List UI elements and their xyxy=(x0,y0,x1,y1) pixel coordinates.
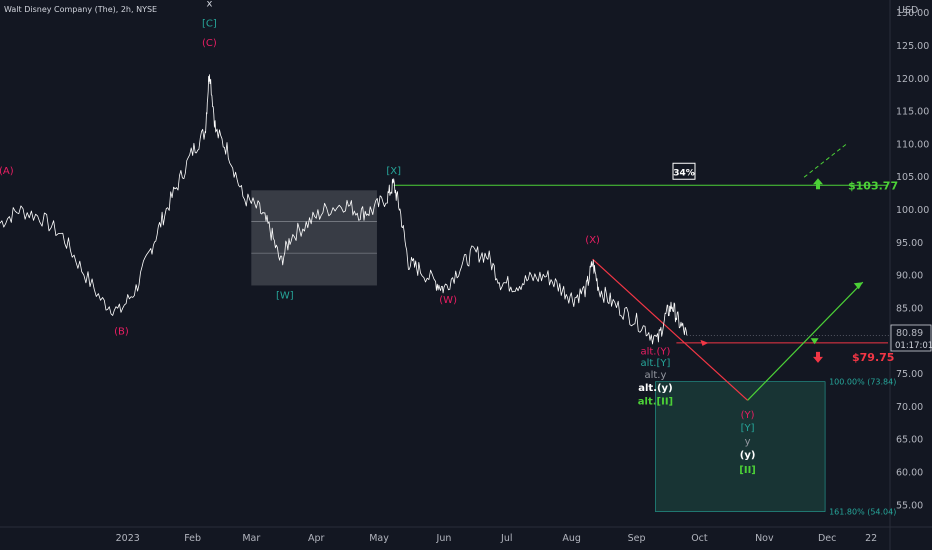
price-series-line xyxy=(0,74,688,345)
x-tick-label: Mar xyxy=(242,533,260,544)
label-x: x xyxy=(206,0,212,10)
y-tick-label: 105.00 xyxy=(896,172,929,183)
label-alt-y-paren: alt.(Y) xyxy=(640,346,670,357)
label-w-bracket: [W] xyxy=(276,291,294,302)
y-tick-label: 125.00 xyxy=(896,41,929,52)
y-tick-label: 115.00 xyxy=(896,107,929,118)
price-layer xyxy=(0,74,890,345)
label-c: (C) xyxy=(202,38,217,49)
probability-box xyxy=(672,162,696,180)
zones-layer: 100.00% (73.84) 161.80% (54.04) xyxy=(251,190,896,517)
dashed-projection-arrow xyxy=(803,143,847,178)
label-ii: [II] xyxy=(739,465,756,476)
projection-mid-arrowhead xyxy=(700,339,709,346)
current-price-marker xyxy=(890,324,932,352)
x-tick-label: Dec xyxy=(818,533,836,544)
label-alt-y-paren-white: alt.(y) xyxy=(638,383,672,394)
y-tick-label: 85.00 xyxy=(896,303,923,314)
label-alt-y: alt.y xyxy=(644,370,666,381)
label-c-bracket: [C] xyxy=(202,18,217,29)
label-x-bracket: [X] xyxy=(386,166,401,177)
label-x-paren: (X) xyxy=(585,235,600,246)
probability-label: 34% xyxy=(673,168,695,178)
bar-countdown: 01:17:01 xyxy=(895,341,932,351)
label-y-paren: (Y) xyxy=(741,410,755,421)
arrow-up-icon xyxy=(813,178,823,190)
target-zone-bottom-label: 161.80% (54.04) xyxy=(829,508,896,517)
x-tick-label: Sep xyxy=(628,533,646,544)
y-tick-label: 120.00 xyxy=(896,74,929,85)
target-zone-top-label: 100.00% (73.84) xyxy=(829,378,896,387)
y-tick-label: 130.00 xyxy=(896,8,929,19)
projection-up-line xyxy=(747,281,864,401)
x-tick-label: Aug xyxy=(562,533,581,544)
label-alt-ii: alt.[II] xyxy=(638,396,673,407)
arrow-down-icon xyxy=(813,351,823,363)
y-tick-label: 90.00 xyxy=(896,271,923,282)
label-b: (B) xyxy=(114,327,129,338)
support-label: $79.75 xyxy=(852,351,894,364)
current-price-value: 80.89 xyxy=(896,328,923,339)
label-y-paren-white: (y) xyxy=(740,450,756,461)
y-tick-label: 75.00 xyxy=(896,369,923,380)
price-axis-background xyxy=(890,0,932,550)
correction-box-w xyxy=(251,190,377,286)
y-tick-label: 70.00 xyxy=(896,402,923,413)
symbol-title: Walt Disney Company (The), 2h, NYSE xyxy=(4,5,157,14)
y-tick-label: 110.00 xyxy=(896,139,929,150)
y-tick-label: 55.00 xyxy=(896,500,923,511)
x-tick-label: Apr xyxy=(308,533,325,544)
x-tick-label: 22 xyxy=(865,533,877,544)
y-tick-label: 100.00 xyxy=(896,205,929,216)
x-tick-label: May xyxy=(369,533,389,544)
y-tick-label: 60.00 xyxy=(896,468,923,479)
wave-labels-layer: x[C](C)(A)(B)[W][X](W)(X)alt.(Y)alt.[Y]a… xyxy=(0,0,756,476)
x-tick-label: 2023 xyxy=(116,533,140,544)
projection-down-line xyxy=(592,258,749,401)
projection-up-arrowhead xyxy=(853,282,863,290)
projection-green-mid-arrowhead xyxy=(810,338,819,345)
currency-label: USD xyxy=(898,5,918,16)
x-tick-label: Jun xyxy=(436,533,452,544)
x-tick-label: Nov xyxy=(755,533,774,544)
levels-layer: $103.77 34% $79.75 xyxy=(393,143,898,401)
resistance-label: $103.77 xyxy=(848,179,898,192)
label-y-bracket: [Y] xyxy=(741,423,755,434)
x-tick-label: Jul xyxy=(500,533,512,544)
y-tick-label: 65.00 xyxy=(896,435,923,446)
label-alt-y-bracket: alt.[Y] xyxy=(640,358,670,369)
label-y: y xyxy=(745,436,751,447)
label-a: (A) xyxy=(0,166,14,177)
x-tick-label: Oct xyxy=(691,533,708,544)
x-axis: 2023 Feb Mar Apr May Jun Jul Aug Sep Oct Nov Dec 22 xyxy=(116,533,878,544)
target-zone xyxy=(655,381,826,512)
label-w: (W) xyxy=(439,295,457,306)
x-tick-label: Feb xyxy=(184,533,201,544)
y-tick-label: 95.00 xyxy=(896,238,923,249)
